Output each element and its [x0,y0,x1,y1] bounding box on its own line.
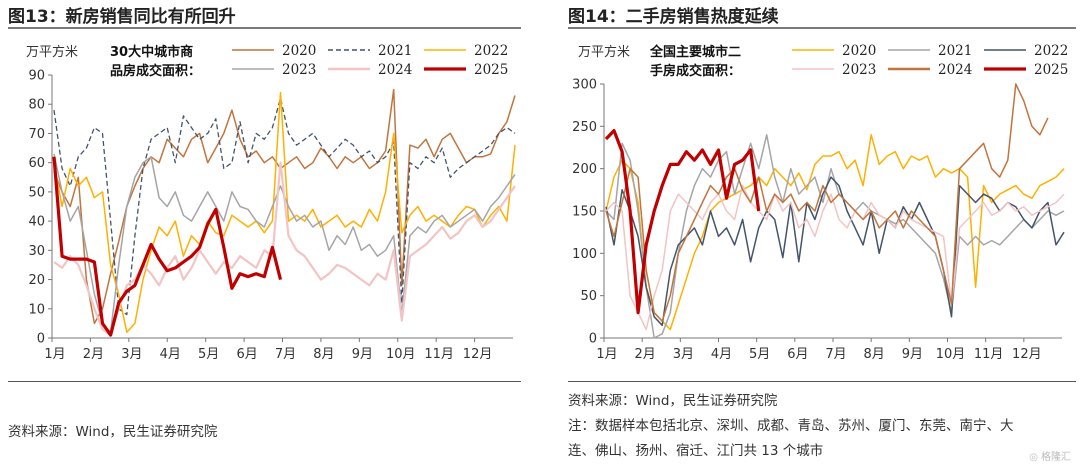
y-tick-label: 200 [572,162,597,177]
source-note: 资料来源：Wind，民生证券研究院 [568,393,778,409]
x-tick-label: 12月 [1012,347,1042,362]
x-tick-label: 11月 [424,347,454,362]
series-line-2024 [605,83,1049,322]
series-line-2025 [604,128,761,315]
chart-panel-left: 图13：新房销售同比有所回升 0 10 20 30 40 50 60 70 80 90 1月 2月 3月… [0,0,525,467]
x-tick-label: 3月 [673,347,694,362]
x-tick-label: 8月 [864,347,885,362]
y-tick-label: 150 [572,205,597,220]
y-tick-label: 30 [28,244,45,259]
legend-label-2021: 2021 [938,43,972,59]
chart-annotation: 手房成交面积： [650,63,741,79]
chart-annotation: 30大中城市商 [110,44,193,60]
x-tick-label: 8月 [313,347,334,362]
source-note: 资料来源：Wind，民生证券研究院 [8,424,218,440]
legend-label-2024: 2024 [938,62,972,78]
y-tick-label: 90 [28,69,45,84]
y-axis-label: 万平方米 [26,44,78,60]
y-tick-label: 0 [589,332,597,347]
y-tick-label: 40 [28,215,45,230]
x-tick-label: 1月 [44,347,65,362]
y-tick-label: 60 [28,156,45,171]
series-line-2020 [605,134,1065,331]
chart-title: 图13：新房销售同比有所回升 [8,7,236,27]
x-tick-label: 5月 [749,347,770,362]
x-tick-label: 3月 [121,347,142,362]
sample-note-line-1: 注：数据样本包括北京、深圳、成都、青岛、苏州、厦门、东莞、南宁、大 [568,418,1014,434]
series-line-2023 [53,153,516,333]
x-tick-label: 12月 [463,347,493,362]
x-tick-label: 2月 [83,347,104,362]
x-tick-label: 10月 [936,347,966,362]
y-tick-label: 100 [572,247,597,262]
series-line-2025 [52,156,283,337]
x-tick-label: 7月 [275,347,296,362]
footer-divider [8,381,521,382]
title-divider [568,27,1076,29]
y-tick-label: 70 [28,127,45,142]
y-tick-label: 10 [28,302,45,317]
line-chart-second-hand-sales: 0 50 100 150 200 250 300 1月 2月 3月 4月 5月 6月 7月 8月 9月 10月 1… [572,43,1068,362]
x-tick-label: 2月 [635,347,656,362]
watermark: ◎ 格隆汇 [1029,448,1074,463]
legend-label-2025: 2025 [1034,62,1068,78]
line-chart-new-home-sales: 0 10 20 30 40 50 60 70 80 90 1月 2月 3月 4月 5月 6月 7月 8月 9月 10月… [26,43,516,362]
chart-annotation: 品房成交面积： [110,63,201,79]
footer-divider [568,381,1076,382]
y-tick-label: 50 [28,185,45,200]
y-tick-label: 0 [37,332,45,347]
x-tick-label: 4月 [160,347,181,362]
x-tick-label: 6月 [236,347,257,362]
legend-label-2024: 2024 [378,62,412,78]
series-line-2023 [605,184,1065,331]
watermark-icon: ◎ [1029,452,1038,463]
chart-panel-right: 图14：二手房销售热度延续 0 50 100 150 200 250 300 1月 2月 3月 4月… [560,0,1080,467]
legend-label-2022: 2022 [1034,43,1068,59]
watermark-text: 格隆汇 [1041,452,1071,463]
x-tick-label: 11月 [974,347,1004,362]
legend-label-2025: 2025 [474,62,508,78]
series-line-2022 [605,176,1065,327]
legend-label-2023: 2023 [282,62,316,78]
x-tick-label: 9月 [352,347,373,362]
x-tick-label: 5月 [198,347,219,362]
x-tick-label: 1月 [596,347,617,362]
x-tick-label: 9月 [902,347,923,362]
y-tick-label: 50 [580,289,597,304]
y-tick-label: 250 [572,120,597,135]
x-tick-label: 10月 [386,347,416,362]
legend-label-2021: 2021 [378,43,412,59]
legend-label-2020: 2020 [842,43,876,59]
chart-title: 图14：二手房销售热度延续 [568,7,779,27]
legend-label-2023: 2023 [842,62,876,78]
x-tick-label: 6月 [787,347,808,362]
y-axis-label: 万平方米 [578,44,630,60]
legend-label-2022: 2022 [474,43,508,59]
x-tick-label: 4月 [711,347,732,362]
sample-note-line-2: 连、佛山、扬州、宿迁、江门共 13 个城市 [568,443,824,459]
x-tick-label: 7月 [825,347,846,362]
chart-annotation: 全国主要城市二 [649,44,741,60]
series-line-2021 [53,97,516,316]
y-tick-label: 20 [28,273,45,288]
title-divider [8,27,521,29]
y-tick-label: 300 [572,78,597,93]
legend-label-2020: 2020 [282,43,316,59]
series-line-2024 [53,161,516,337]
y-tick-label: 80 [28,98,45,113]
